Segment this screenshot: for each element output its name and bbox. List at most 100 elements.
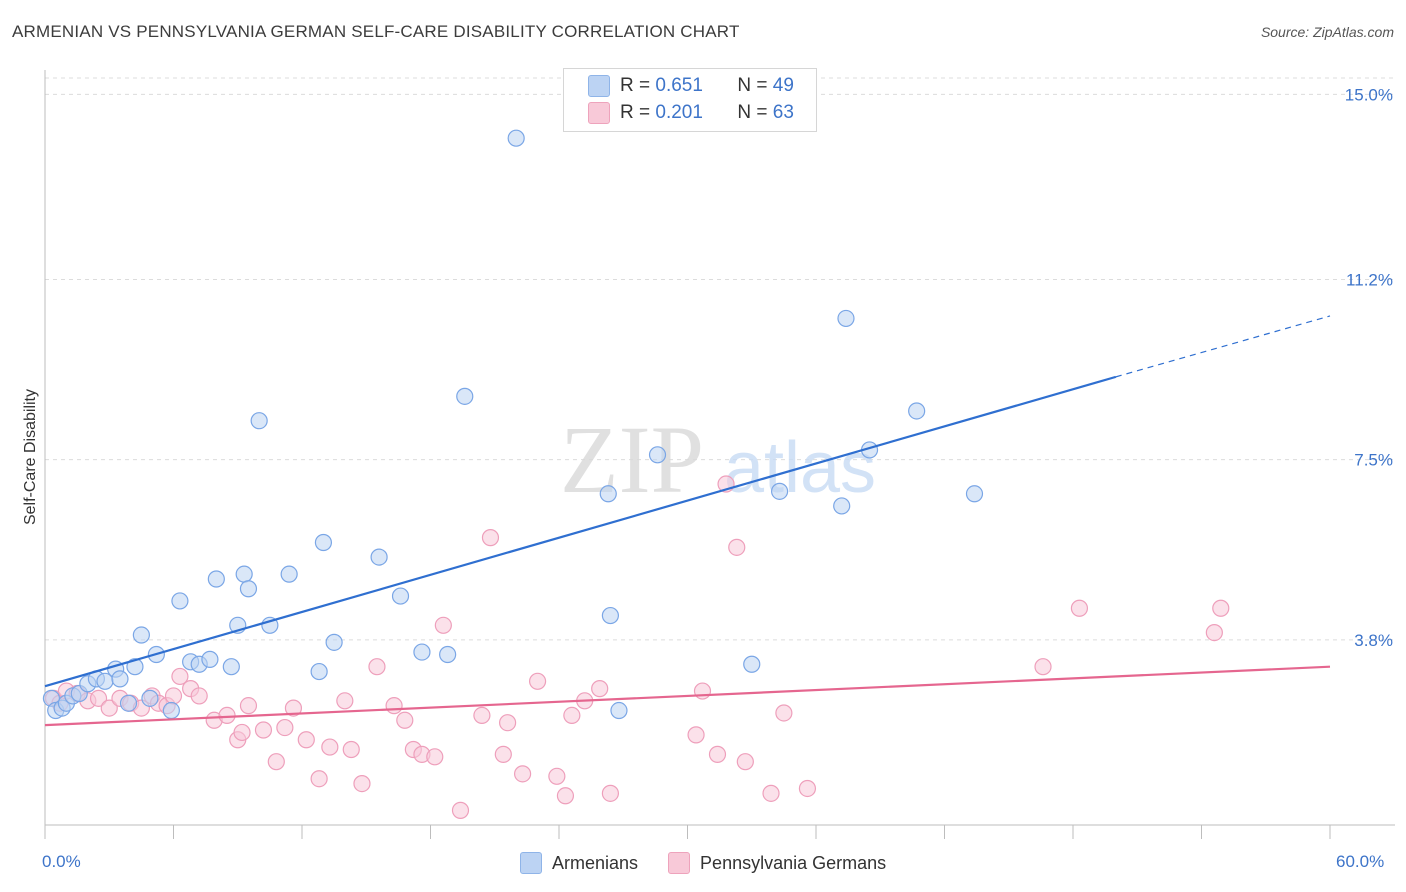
data-point [89, 689, 108, 707]
y-tick-label: 3.8% [1354, 631, 1393, 650]
data-point [321, 738, 339, 756]
data-point [728, 538, 746, 556]
y-tick-labels: 3.8% 7.5% 11.2% 15.0% [1345, 85, 1393, 650]
chart-title: ARMENIAN VS PENNSYLVANIA GERMAN SELF-CAR… [12, 22, 740, 41]
y-tick-label: 7.5% [1354, 451, 1393, 470]
data-point [1205, 623, 1223, 642]
data-point [837, 309, 855, 328]
data-point [325, 633, 343, 651]
data-point [297, 731, 315, 749]
legend-label-pennsylvania-germans: Pennsylvania Germans [700, 852, 887, 873]
data-point [833, 497, 851, 515]
series-legend: Armenians Pennsylvania Germans [520, 852, 886, 874]
data-point [119, 694, 138, 712]
data-point [368, 658, 386, 676]
legend-swatch-blue [520, 852, 542, 874]
data-point [507, 129, 525, 147]
data-point [314, 533, 333, 552]
data-point [499, 714, 517, 732]
data-point [965, 485, 984, 503]
data-point [207, 570, 225, 588]
data-point [171, 592, 189, 610]
data-point [222, 658, 240, 676]
watermark-zip: ZIP [560, 406, 704, 513]
data-point [770, 482, 789, 500]
data-point [908, 402, 926, 420]
trend-line-armenians-extension [1115, 315, 1331, 378]
legend-label-armenians: Armenians [552, 852, 639, 873]
series-armenians-points [42, 129, 984, 720]
trend-lines [44, 315, 1331, 727]
data-point [280, 565, 298, 583]
data-point [126, 658, 144, 676]
legend-n-label: N = [737, 75, 768, 96]
axes [44, 70, 1395, 839]
source-label: Source: ZipAtlas.com [1260, 24, 1394, 40]
data-point [1070, 599, 1089, 617]
legend-r-value: 0.201 [655, 102, 703, 123]
legend-swatch-blue [588, 75, 610, 97]
data-point [601, 784, 620, 802]
legend-row-armenians: R = 0.651 N = 49 [588, 75, 794, 97]
data-point [762, 784, 780, 802]
y-tick-label: 11.2% [1346, 270, 1393, 289]
data-point [494, 745, 512, 763]
trend-line-pennsylvania-germans [44, 665, 1331, 727]
data-point [434, 616, 452, 634]
y-tick-label: 15.0% [1345, 85, 1393, 104]
data-point [132, 626, 150, 644]
data-point [336, 692, 354, 710]
data-point [353, 774, 371, 793]
data-point [413, 643, 431, 661]
legend-row-pennsylvania-germans: R = 0.201 N = 63 [588, 102, 794, 124]
data-point [456, 387, 474, 405]
data-point [250, 412, 268, 430]
data-point [370, 548, 388, 566]
data-point [1034, 658, 1052, 676]
y-axis-label: Self-Care Disability [22, 388, 39, 526]
data-point [267, 753, 285, 771]
data-point [798, 779, 817, 798]
legend-swatch-pink [668, 852, 691, 874]
data-point [342, 740, 360, 759]
data-point [190, 687, 208, 705]
series-pennsylvania-germans-points [44, 475, 1230, 819]
data-point [481, 529, 500, 547]
data-point [171, 667, 189, 686]
trend-line-armenians [44, 375, 1117, 688]
data-point [563, 706, 581, 725]
data-point [708, 745, 727, 763]
data-point [451, 801, 470, 819]
data-point [201, 650, 219, 668]
legend-item-pennsylvania-germans: Pennsylvania Germans [668, 852, 886, 874]
data-point [687, 726, 705, 744]
data-point [556, 787, 575, 805]
legend-r-value: 0.651 [655, 75, 703, 96]
data-point [235, 565, 253, 583]
data-point [775, 704, 793, 722]
data-point [391, 587, 410, 605]
data-point [254, 721, 273, 739]
data-point [396, 711, 414, 729]
data-point [648, 446, 667, 464]
data-point [736, 753, 754, 771]
legend-n-label: N = [737, 102, 768, 123]
data-point [439, 645, 457, 664]
data-point [601, 606, 620, 625]
legend-r-label: R = [620, 102, 651, 123]
legend-n-value: 63 [772, 102, 794, 123]
legend-swatch-pink [588, 102, 610, 124]
data-point [548, 767, 566, 785]
data-point [1212, 599, 1230, 617]
x-tick-label-min: 0.0% [42, 852, 81, 871]
data-point [610, 701, 628, 720]
data-point [473, 706, 491, 725]
data-point [100, 699, 118, 717]
data-point [164, 687, 183, 705]
x-tick-label-max: 60.0% [1336, 852, 1385, 871]
legend-n-value: 49 [772, 75, 794, 96]
data-point [513, 765, 532, 783]
data-point [111, 670, 129, 688]
legend-r-label: R = [620, 75, 651, 96]
